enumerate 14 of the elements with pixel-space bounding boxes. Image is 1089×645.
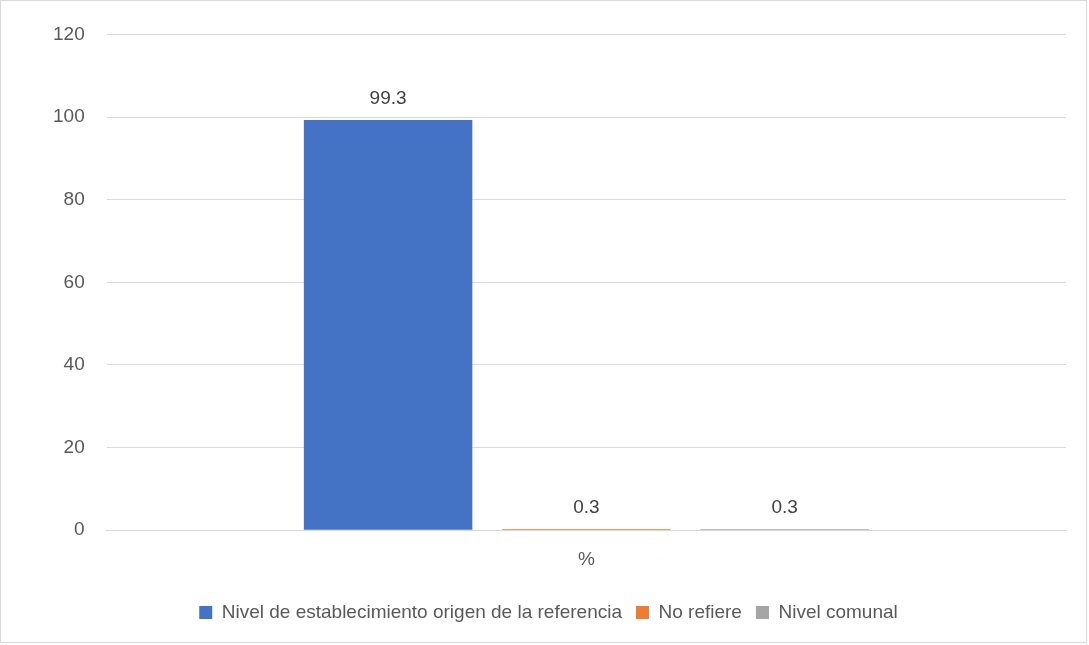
y-tick-label: 60: [63, 270, 85, 292]
data-label: 99.3: [369, 86, 407, 108]
y-tick-label: 40: [63, 353, 85, 375]
y-tick-label: 20: [63, 435, 85, 457]
legend-label: Nivel comunal: [778, 600, 898, 622]
y-tick-label: 0: [74, 518, 85, 540]
legend-label: No refiere: [658, 600, 742, 622]
y-tick-label: 80: [63, 187, 85, 209]
data-label: 0.3: [573, 495, 600, 517]
y-tick-label: 120: [53, 22, 85, 44]
data-label: 0.3: [771, 495, 798, 517]
y-tick-label: 100: [53, 105, 85, 127]
x-tick-label: %: [577, 547, 595, 569]
legend-label: Nivel de establecimiento origen de la referencia: [221, 600, 623, 622]
